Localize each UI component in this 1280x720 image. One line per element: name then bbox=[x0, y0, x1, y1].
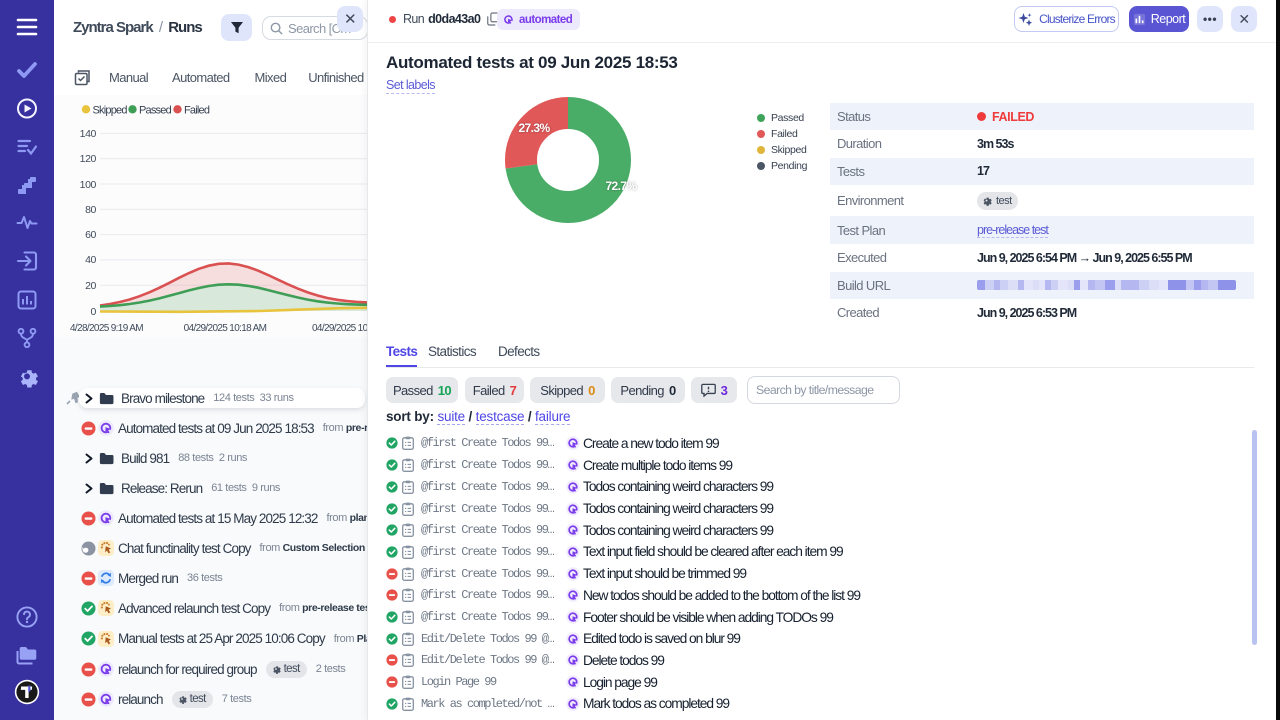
svg-text:4/28/2025 9:19 AM: 4/28/2025 9:19 AM bbox=[70, 323, 143, 334]
svg-text:100: 100 bbox=[80, 179, 97, 191]
svg-text:04/29/2025 10: 04/29/2025 10 bbox=[312, 323, 367, 334]
svg-text:120: 120 bbox=[80, 153, 97, 165]
svg-text:Failed: Failed bbox=[184, 104, 210, 116]
svg-text:60: 60 bbox=[85, 229, 96, 241]
svg-text:0: 0 bbox=[91, 306, 97, 318]
svg-text:04/29/2025 10:18 AM: 04/29/2025 10:18 AM bbox=[184, 323, 267, 334]
svg-text:140: 140 bbox=[80, 128, 97, 140]
svg-text:40: 40 bbox=[85, 254, 96, 266]
svg-text:80: 80 bbox=[85, 204, 96, 216]
svg-text:Passed: Passed bbox=[139, 104, 172, 116]
svg-text:Skipped: Skipped bbox=[93, 104, 128, 116]
svg-text:20: 20 bbox=[85, 280, 96, 292]
